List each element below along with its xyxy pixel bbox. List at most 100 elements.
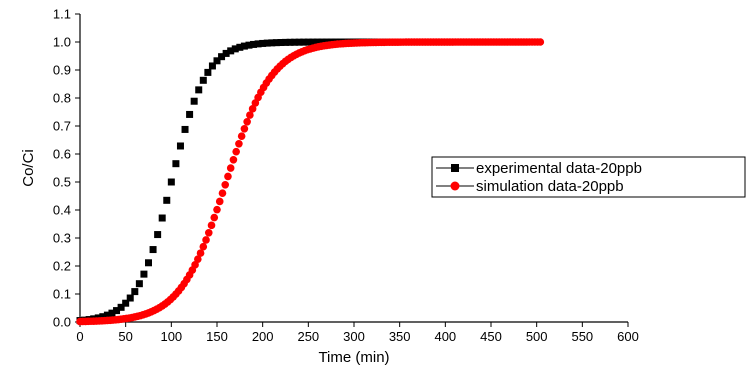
data-point-square (204, 68, 212, 76)
y-tick-label: 0.4 (53, 203, 71, 218)
data-point-circle (210, 213, 219, 222)
data-point-square (240, 42, 248, 50)
y-ticks: 0.0 0.1 0.2 0.3 0.4 0.5 0.6 0.7 0.8 0.9 1.0 1.1 (53, 7, 80, 330)
legend-label: simulation data-20ppb (476, 178, 624, 195)
data-point-square (272, 39, 280, 47)
data-point-circle (232, 147, 240, 156)
legend-marker-square (451, 164, 459, 172)
data-point-square (199, 76, 207, 84)
data-point-square (163, 196, 171, 204)
data-point-circle (536, 38, 545, 46)
data-point-square (282, 38, 289, 46)
data-point-circle (215, 197, 224, 206)
data-point-square (176, 142, 184, 150)
legend-marker-circle (450, 181, 460, 191)
series-points (76, 38, 545, 326)
data-point-square (245, 41, 253, 49)
data-point-square (122, 299, 130, 307)
data-point-square (103, 311, 111, 319)
data-point-square (154, 231, 162, 239)
data-point-circle (194, 255, 202, 263)
data-point-circle (224, 172, 232, 181)
data-point-square (208, 62, 216, 70)
data-point-circle (248, 105, 257, 113)
data-point-circle (237, 132, 246, 140)
data-point-square (250, 40, 258, 48)
x-tick-label: 200 (252, 329, 274, 344)
x-tick-label: 400 (434, 329, 456, 344)
data-point-square (167, 178, 175, 186)
x-tick-label: 50 (118, 329, 132, 344)
data-point-square (149, 246, 157, 254)
data-point-square (313, 38, 321, 46)
x-tick-label: 350 (389, 329, 411, 344)
data-point-square (140, 270, 148, 278)
data-point-square (108, 309, 116, 317)
data-point-square (158, 214, 166, 222)
y-tick-label: 0.6 (53, 147, 71, 162)
x-tick-label: 550 (571, 329, 593, 344)
y-tick-label: 0.9 (53, 63, 71, 78)
data-point-square (227, 47, 235, 55)
y-tick-label: 0.0 (53, 315, 71, 330)
data-point-square (131, 288, 139, 296)
data-point-square (300, 38, 308, 46)
data-point-square (304, 38, 312, 46)
data-point-square (213, 57, 221, 65)
x-axis-title: Time (min) (318, 349, 389, 366)
data-point-square (318, 38, 326, 46)
data-point-square (268, 39, 276, 47)
y-tick-label: 0.7 (53, 119, 71, 134)
data-point-square (145, 259, 152, 267)
data-point-square (291, 38, 299, 46)
data-point-square (277, 39, 285, 47)
y-tick-label: 0.2 (53, 259, 71, 274)
x-tick-label: 250 (297, 329, 319, 344)
data-point-square (172, 160, 180, 168)
data-point-square (259, 39, 267, 47)
data-point-circle (221, 180, 230, 189)
legend-label: experimental data-20ppb (476, 160, 642, 177)
data-point-square (263, 39, 271, 47)
data-point-circle (243, 117, 251, 126)
data-point-circle (199, 242, 208, 251)
data-point-square (231, 45, 239, 53)
x-tick-label: 150 (206, 329, 228, 344)
data-point-circle (218, 189, 227, 197)
data-point-square (236, 43, 244, 51)
data-point-circle (196, 249, 205, 257)
data-point-circle (207, 221, 216, 230)
data-point-square (181, 125, 189, 133)
series-simulation (76, 38, 545, 326)
x-tick-label: 600 (617, 329, 639, 344)
data-point-square (218, 53, 226, 61)
x-tick-label: 0 (76, 329, 83, 344)
data-point-square (222, 49, 230, 57)
data-point-circle (246, 111, 254, 119)
data-point-circle (235, 139, 243, 148)
x-ticks: 0 50 100 150 200 250 300 350 400 450 500 550 600 (76, 322, 639, 344)
y-tick-label: 0.3 (53, 231, 71, 246)
data-point-square (254, 40, 262, 48)
data-point-circle (191, 261, 199, 269)
x-tick-label: 500 (526, 329, 548, 344)
x-tick-label: 100 (160, 329, 182, 344)
x-tick-label: 300 (343, 329, 365, 344)
data-point-circle (202, 236, 210, 244)
data-point-square (190, 97, 198, 105)
y-tick-label: 1.0 (53, 35, 71, 50)
data-point-square (113, 307, 121, 315)
data-point-square (126, 294, 134, 302)
data-point-square (99, 313, 107, 321)
data-point-circle (226, 164, 235, 172)
data-point-circle (213, 205, 221, 214)
data-point-square (295, 38, 303, 46)
y-tick-label: 0.5 (53, 175, 71, 190)
data-point-square (135, 280, 143, 288)
data-point-square (309, 38, 317, 46)
data-point-square (186, 110, 194, 118)
data-point-circle (204, 228, 213, 237)
data-point-square (286, 38, 294, 46)
